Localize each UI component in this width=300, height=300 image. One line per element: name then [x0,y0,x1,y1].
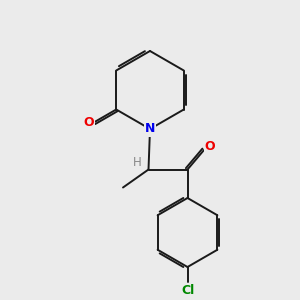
Text: Cl: Cl [181,284,194,297]
Text: O: O [205,140,215,154]
Text: N: N [145,122,155,136]
Text: O: O [83,116,94,129]
Text: H: H [133,156,142,170]
